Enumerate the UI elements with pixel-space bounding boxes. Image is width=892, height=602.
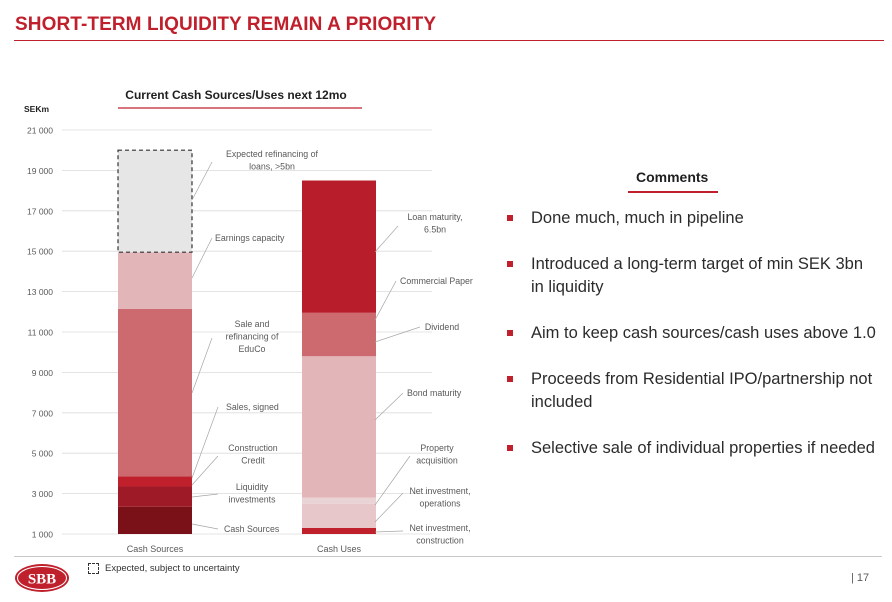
annotation-label: Credit xyxy=(241,456,265,466)
comment-text: Done much, much in pipeline xyxy=(531,209,744,227)
annotation-leader-line xyxy=(191,493,219,498)
x-tick-label: Cash Uses xyxy=(317,544,362,554)
annotation-label: acquisition xyxy=(416,456,458,466)
sbb-logo: SBB xyxy=(15,564,69,592)
y-tick-label: 5 000 xyxy=(32,449,54,459)
annotation-leader-line xyxy=(374,530,404,533)
annotation-leader-line xyxy=(191,337,213,394)
bar-segment xyxy=(302,180,376,313)
comment-item: Selective sale of individual properties … xyxy=(507,437,877,460)
comment-text: Selective sale of individual properties … xyxy=(531,439,875,457)
annotation-label: Liquidity xyxy=(236,482,269,492)
annotation-label: Commercial Paper xyxy=(400,276,473,286)
annotation-label: Expected refinancing of xyxy=(226,149,318,159)
annotation-label: investments xyxy=(229,495,277,505)
y-tick-label: 9 000 xyxy=(32,368,54,378)
y-tick-label: 3 000 xyxy=(32,489,54,499)
bar-segment xyxy=(302,312,376,357)
bullet-square-icon xyxy=(507,376,513,382)
annotation-leader-line xyxy=(374,455,411,506)
annotation-label: Loan maturity, xyxy=(407,212,462,222)
bar-segment xyxy=(118,476,192,487)
annotation-label: Earnings capacity xyxy=(215,233,285,243)
annotation-leader-line xyxy=(374,492,404,523)
annotation-leader-line xyxy=(191,406,219,479)
chart-title: Current Cash Sources/Uses next 12mo xyxy=(125,88,346,102)
bullet-square-icon xyxy=(507,330,513,336)
y-tick-label: 21 000 xyxy=(27,126,53,136)
comment-text: Introduced a long-term target of min SEK… xyxy=(531,255,864,296)
annotation-label: operations xyxy=(419,499,461,509)
bar-segment xyxy=(118,252,192,309)
footnote: Expected, subject to uncertainty xyxy=(88,563,240,574)
comment-item: Aim to keep cash sources/cash uses above… xyxy=(507,322,877,345)
bullet-square-icon xyxy=(507,261,513,267)
annotation-label: Property xyxy=(420,443,454,453)
bullet-square-icon xyxy=(507,215,513,221)
annotation-label: Cash Sources xyxy=(224,524,280,534)
annotation-leader-line xyxy=(374,280,397,321)
y-tick-label: 19 000 xyxy=(27,166,53,176)
annotation-label: loans, >5bn xyxy=(249,162,295,172)
comment-item: Introduced a long-term target of min SEK… xyxy=(507,253,877,299)
annotation-label: Sale and xyxy=(235,319,270,329)
comments-heading: Comments xyxy=(636,169,709,185)
comment-item: Proceeds from Residential IPO/partnershi… xyxy=(507,368,877,414)
title-underline xyxy=(14,40,884,41)
comments-list: Done much, much in pipeline Introduced a… xyxy=(507,207,877,483)
annotation-label: Net investment, xyxy=(409,523,470,533)
annotation-label: Construction xyxy=(228,443,277,453)
dashed-box-icon xyxy=(88,563,99,574)
comments-underline xyxy=(628,191,718,193)
annotation-label: Sales, signed xyxy=(226,402,279,412)
bar-segment xyxy=(118,486,192,507)
y-tick-label: 1 000 xyxy=(32,530,54,540)
comment-text: Aim to keep cash sources/cash uses above… xyxy=(531,324,876,342)
annotation-leader-line xyxy=(374,225,399,253)
logo-text: SBB xyxy=(28,572,56,588)
annotation-leader-line xyxy=(374,326,421,343)
y-tick-label: 11 000 xyxy=(28,328,54,338)
bar-segment xyxy=(302,527,376,534)
annotation-leader-line xyxy=(191,161,213,201)
bar-segment xyxy=(117,149,193,253)
x-tick-label: Cash Sources xyxy=(127,544,184,554)
bar-segment xyxy=(118,506,192,534)
annotation-leader-line xyxy=(374,392,404,421)
annotation-leader-line xyxy=(191,237,213,279)
y-axis-label: SEKm xyxy=(24,104,49,114)
bullet-square-icon xyxy=(507,445,513,451)
y-tick-label: 17 000 xyxy=(27,206,53,216)
y-tick-label: 15 000 xyxy=(27,247,53,257)
annotation-leader-line xyxy=(191,523,219,530)
annotation-label: refinancing of xyxy=(226,332,279,342)
annotation-label: construction xyxy=(416,536,464,546)
bar-segment xyxy=(302,503,376,528)
comment-item: Done much, much in pipeline xyxy=(507,207,877,230)
page-number: | 17 xyxy=(851,572,870,584)
annotation-label: EduCo xyxy=(239,344,266,354)
comment-text: Proceeds from Residential IPO/partnershi… xyxy=(531,370,873,411)
annotation-label: Dividend xyxy=(425,322,459,332)
annotation-leader-line xyxy=(191,455,219,486)
bar-segment xyxy=(302,497,376,504)
annotation-label: 6.5bn xyxy=(424,225,446,235)
footer-divider xyxy=(14,556,882,557)
footnote-text: Expected, subject to uncertainty xyxy=(105,563,240,574)
bar-segment xyxy=(302,356,376,498)
bar-segment xyxy=(118,308,192,477)
annotation-label: Net investment, xyxy=(409,486,470,496)
y-tick-label: 7 000 xyxy=(32,408,54,418)
annotation-label: Bond maturity xyxy=(407,388,462,398)
page-title: SHORT-TERM LIQUIDITY REMAIN A PRIORITY xyxy=(15,14,437,35)
y-tick-label: 13 000 xyxy=(27,287,53,297)
